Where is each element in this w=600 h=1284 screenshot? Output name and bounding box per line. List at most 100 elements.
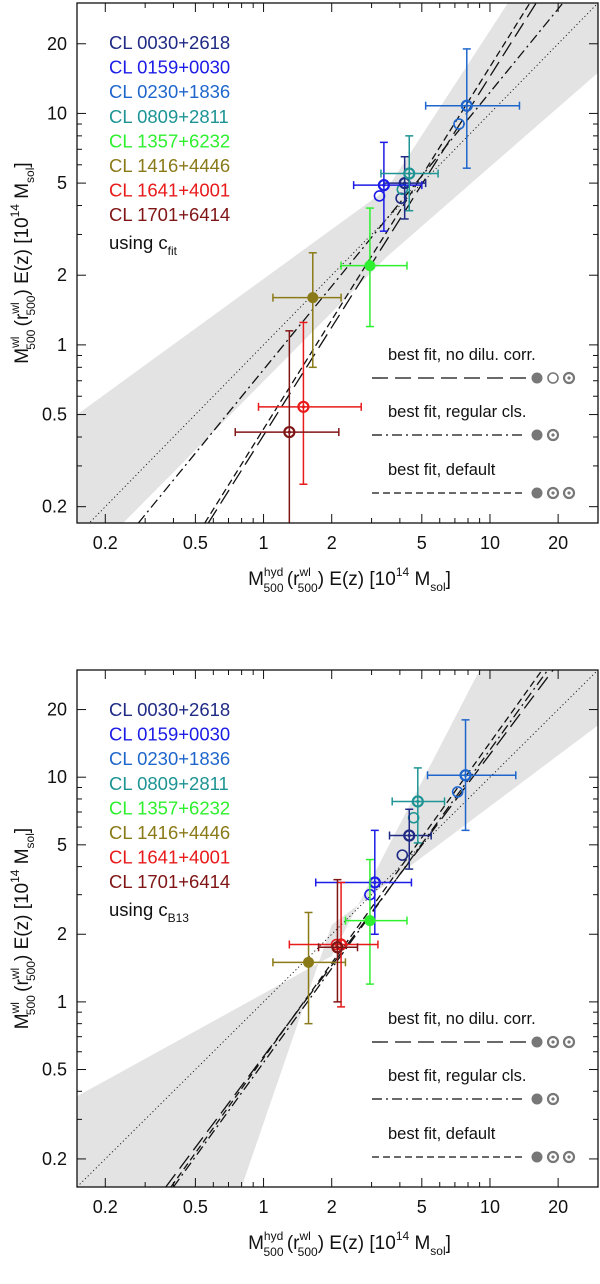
point-marker	[403, 829, 416, 842]
fit-line-dashed	[204, 3, 531, 523]
fit-legend-marker	[562, 371, 576, 385]
fit-legend-marker	[531, 487, 543, 499]
plot-frame	[76, 2, 599, 524]
data-point-cl-0230-1836	[426, 719, 517, 832]
fit-legend-marker	[531, 372, 543, 384]
x-tick-label: 0.2	[93, 533, 118, 553]
fit-legend-dashdot: best fit, regular cls.	[372, 403, 560, 442]
fit-legend-dashed: best fit, default	[372, 1125, 576, 1164]
fit-line-dashdot	[172, 670, 549, 1187]
point-marker	[364, 915, 376, 927]
fit-legend-marker-center	[567, 376, 571, 380]
fit-legend-marker-center	[551, 1097, 555, 1101]
fit-legend-label: best fit, regular cls.	[388, 1067, 526, 1085]
point-marker	[459, 769, 472, 782]
fit-line-dotted	[77, 670, 598, 1187]
data-point-cl-1357-6232	[344, 858, 408, 985]
legend-entry-cl-1701-6414: CL 1701+6414	[109, 871, 230, 892]
point-marker-center	[373, 880, 377, 885]
y-tick-label: 0.2	[42, 1149, 67, 1169]
fit-legend-marker	[562, 1150, 576, 1164]
x-axis-label: Mhyd 500 (rwl 500) E(z) [1014 Msol]	[248, 1229, 451, 1259]
legend-entry-cl-0159-0030: CL 0159+0030	[109, 724, 230, 745]
secondary-point	[395, 192, 407, 205]
x-tick-label: 10	[480, 1197, 500, 1217]
x-tick-label: 2	[327, 1197, 337, 1217]
point-marker-center	[301, 405, 306, 409]
data-point-cl-1357-6232	[340, 207, 408, 328]
point-marker-center	[465, 104, 469, 108]
point-marker-center	[382, 183, 386, 187]
x-tick-label: 5	[417, 1197, 427, 1217]
point-marker-center	[463, 773, 468, 777]
plot-frame	[76, 669, 599, 1188]
legend-entry-cl-1416-4446: CL 1416+4446	[109, 155, 230, 176]
fit-legend-label: best fit, no dilu. corr.	[388, 1010, 536, 1028]
legend-entry-cl-0230-1836: CL 0230+1836	[109, 748, 230, 769]
x-tick-label: 1	[259, 1197, 269, 1217]
x-tick-label: 20	[548, 533, 568, 553]
y-tick-label: 5	[57, 835, 67, 855]
confidence-band	[77, 3, 598, 523]
secondary-point	[396, 849, 409, 861]
x-tick-label: 5	[417, 533, 427, 553]
fit-legend-longdash: best fit, no dilu. corr.	[372, 346, 576, 385]
legend-entry-cl-0030-2618: CL 0030+2618	[109, 699, 230, 720]
plot-area	[77, 3, 598, 523]
y-tick-label: 20	[47, 34, 67, 54]
fit-legend-marker-center	[551, 1040, 555, 1044]
point-marker-center	[416, 799, 420, 804]
data-point-cl-1416-4446	[272, 911, 347, 1025]
chart-panel-bottom: 0.2 0.5 1 2 5 10 20 0.2 0.5 1 2 5 10 20 Mhyd 500 (rwl 50…	[8, 669, 599, 1259]
point-marker	[377, 179, 390, 192]
data-point-cl-0159-0030	[314, 829, 413, 935]
fit-legend-label: best fit, default	[388, 461, 496, 479]
legend-entry-cl-1357-6232: CL 1357+6232	[109, 130, 230, 151]
legend-entry-cl-0030-2618: CL 0030+2618	[109, 32, 230, 53]
y-axis-label: Mwl 500 (rwl 500) E(z) [1014 Msol]	[8, 162, 38, 363]
fit-legend-marker	[546, 428, 560, 442]
fit-legend-marker	[531, 1093, 543, 1105]
legend-entry-cl-1701-6414: CL 1701+6414	[109, 204, 230, 225]
fit-legend-marker	[562, 486, 576, 500]
legend-entry-cl-0230-1836: CL 0230+1836	[109, 81, 230, 102]
data-point-cl-0809-2811	[380, 135, 439, 212]
fit-legend-marker-center	[551, 491, 555, 495]
y-tick-label: 1	[57, 992, 67, 1012]
legend-entry-cl-1357-6232: CL 1357+6232	[109, 797, 230, 818]
legend-entry-cl-0159-0030: CL 0159+0030	[109, 57, 230, 78]
point-marker-center	[403, 181, 407, 185]
y-tick-label: 20	[47, 700, 67, 720]
fit-line-dashed	[170, 670, 543, 1187]
fit-line-dashdot	[137, 3, 564, 523]
x-tick-label: 2	[327, 533, 337, 553]
legend-entry-cl-0809-2811: CL 0809+2811	[109, 773, 229, 794]
x-tick-label: 0.2	[93, 1197, 118, 1217]
y-tick-label: 1	[57, 335, 67, 355]
point-marker-center	[407, 171, 411, 176]
x-tick-label: 1	[259, 533, 269, 553]
point-marker-center	[335, 945, 340, 949]
fit-legend-marker	[546, 1035, 560, 1049]
fit-legend-marker-center	[567, 491, 571, 495]
fit-legend-marker	[531, 429, 543, 441]
fit-legend-label: best fit, no dilu. corr.	[388, 346, 536, 364]
fit-legend-label: best fit, regular cls.	[388, 403, 526, 421]
y-tick-label: 0.5	[42, 1060, 67, 1080]
point-marker	[460, 99, 473, 112]
fit-legend-dashdot: best fit, regular cls.	[372, 1067, 560, 1106]
data-point-cl-0230-1836	[424, 48, 521, 169]
point-marker	[297, 400, 310, 413]
fit-legend-longdash: best fit, no dilu. corr.	[372, 1010, 576, 1049]
fit-legend-marker-center	[567, 1155, 571, 1159]
x-tick-label: 10	[480, 533, 500, 553]
plot-area	[77, 670, 598, 1187]
y-tick-label: 5	[57, 173, 67, 193]
fit-legend-marker	[531, 1151, 543, 1163]
legend-entry-cl-1641-4001: CL 1641+4001	[109, 180, 230, 201]
data-point-cl-1416-4446	[272, 252, 342, 369]
y-tick-label: 2	[57, 265, 67, 285]
fit-legend-marker	[547, 372, 559, 384]
fit-legend-marker	[531, 1036, 543, 1048]
y-tick-label: 10	[47, 767, 67, 787]
